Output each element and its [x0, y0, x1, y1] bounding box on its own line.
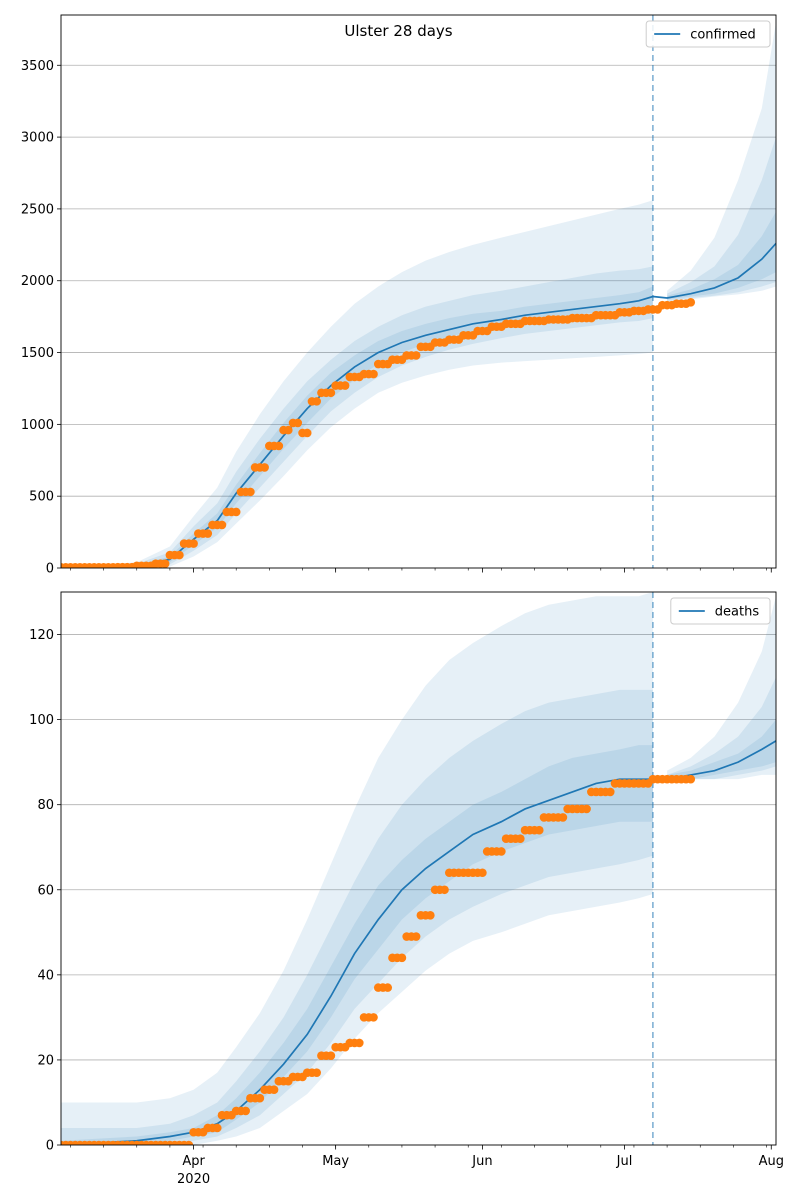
observed-point: [369, 1013, 378, 1022]
y-tick-label: 2000: [21, 274, 54, 289]
observed-point: [269, 1085, 279, 1094]
x-tick-label: May: [322, 1154, 349, 1169]
forecast-bands: [61, 22, 776, 568]
observed-point: [231, 507, 241, 517]
y-tick-label: 0: [46, 562, 54, 577]
observed-point: [302, 428, 312, 438]
observed-point: [355, 1038, 364, 1048]
y-tick-label: 2500: [21, 202, 54, 217]
y-tick-label: 500: [29, 490, 54, 505]
legend-label: deaths: [715, 605, 760, 620]
observed-point: [184, 1140, 194, 1145]
x-ticks: [70, 1145, 772, 1150]
y-tick-label: 100: [29, 713, 54, 728]
band80-area: [667, 137, 776, 301]
band50-area: [61, 745, 653, 1145]
band95-area: [667, 596, 776, 780]
deaths-panel: 0 20 40 60 80 100 120 Apr May Jun Jul Aug 2020 deaths: [29, 591, 784, 1187]
observed-point: [397, 953, 407, 963]
y-tick-label: 60: [37, 883, 54, 898]
observed-point: [497, 847, 506, 856]
observed-point: [283, 425, 293, 435]
observed-point: [582, 804, 591, 814]
observed-point: [241, 1106, 250, 1116]
band95-area: [667, 22, 776, 303]
observed-points: [61, 297, 696, 568]
observed-point: [189, 539, 198, 548]
observed-point: [383, 983, 393, 992]
y-tick-label: 120: [29, 628, 54, 643]
confirmed-panel: 0 500 1000 1500 2000 2500 3000 3500 Ulster 28 da…: [21, 14, 777, 577]
legend-box: [670, 597, 771, 625]
observed-point: [175, 550, 184, 560]
legend-label: confirmed: [690, 28, 756, 43]
observed-point: [312, 397, 321, 406]
observed-point: [160, 559, 170, 568]
observed-point: [516, 834, 525, 844]
observed-point: [326, 388, 336, 398]
y-tick-label: 20: [37, 1053, 54, 1068]
observed-point: [246, 487, 255, 497]
observed-point: [212, 1123, 222, 1133]
y-tick-label: 3000: [21, 131, 54, 146]
x-tick-label: Jun: [471, 1154, 492, 1169]
observed-point: [255, 1093, 265, 1103]
y-tick-label: 80: [37, 798, 54, 813]
observed-point: [426, 910, 435, 920]
y-tick-label: 40: [37, 968, 54, 983]
band50-area: [667, 211, 776, 300]
forecast-bands: [61, 592, 776, 1145]
y-tick-label: 1000: [21, 418, 54, 433]
band95-area: [61, 592, 653, 1145]
observed-point: [312, 1068, 321, 1077]
observed-point: [411, 932, 421, 941]
band95-area: [61, 200, 653, 568]
band80-area: [61, 266, 653, 568]
axes-frame: [60, 14, 777, 569]
x-ticks: [70, 568, 772, 573]
observed-point: [340, 381, 350, 390]
chart-title: Ulster 28 days: [344, 22, 452, 40]
observed-point: [686, 774, 696, 784]
x-tick-label: Aug: [759, 1154, 784, 1169]
observed-point: [478, 868, 487, 878]
x-tick-label: Apr: [182, 1154, 205, 1169]
legend: deaths: [670, 597, 771, 625]
observed-point: [274, 441, 284, 451]
band50-area: [667, 719, 776, 780]
band80-area: [61, 689, 653, 1145]
axes-frame: [60, 591, 777, 1146]
observed-point: [411, 351, 421, 360]
observed-point: [686, 297, 696, 307]
observed-point: [293, 418, 303, 428]
y-tick-label: 0: [46, 1139, 54, 1154]
y-tick-label: 1500: [21, 346, 54, 361]
observed-point: [217, 520, 227, 530]
legend: confirmed: [645, 20, 771, 48]
observed-point: [558, 813, 568, 822]
observed-point: [369, 369, 378, 379]
x-year-label: 2020: [177, 1172, 210, 1187]
observed-point: [534, 825, 544, 835]
observed-points: [61, 774, 696, 1145]
observed-point: [605, 787, 615, 797]
legend-box: [645, 20, 771, 48]
y-tick-label: 3500: [21, 59, 54, 74]
observed-point: [203, 529, 213, 538]
observed-point: [326, 1051, 336, 1060]
x-tick-label: Jul: [616, 1154, 633, 1169]
observed-point: [260, 463, 269, 472]
band80-area: [667, 677, 776, 780]
forecast-median-line: [61, 242, 776, 568]
observed-point: [440, 885, 449, 895]
